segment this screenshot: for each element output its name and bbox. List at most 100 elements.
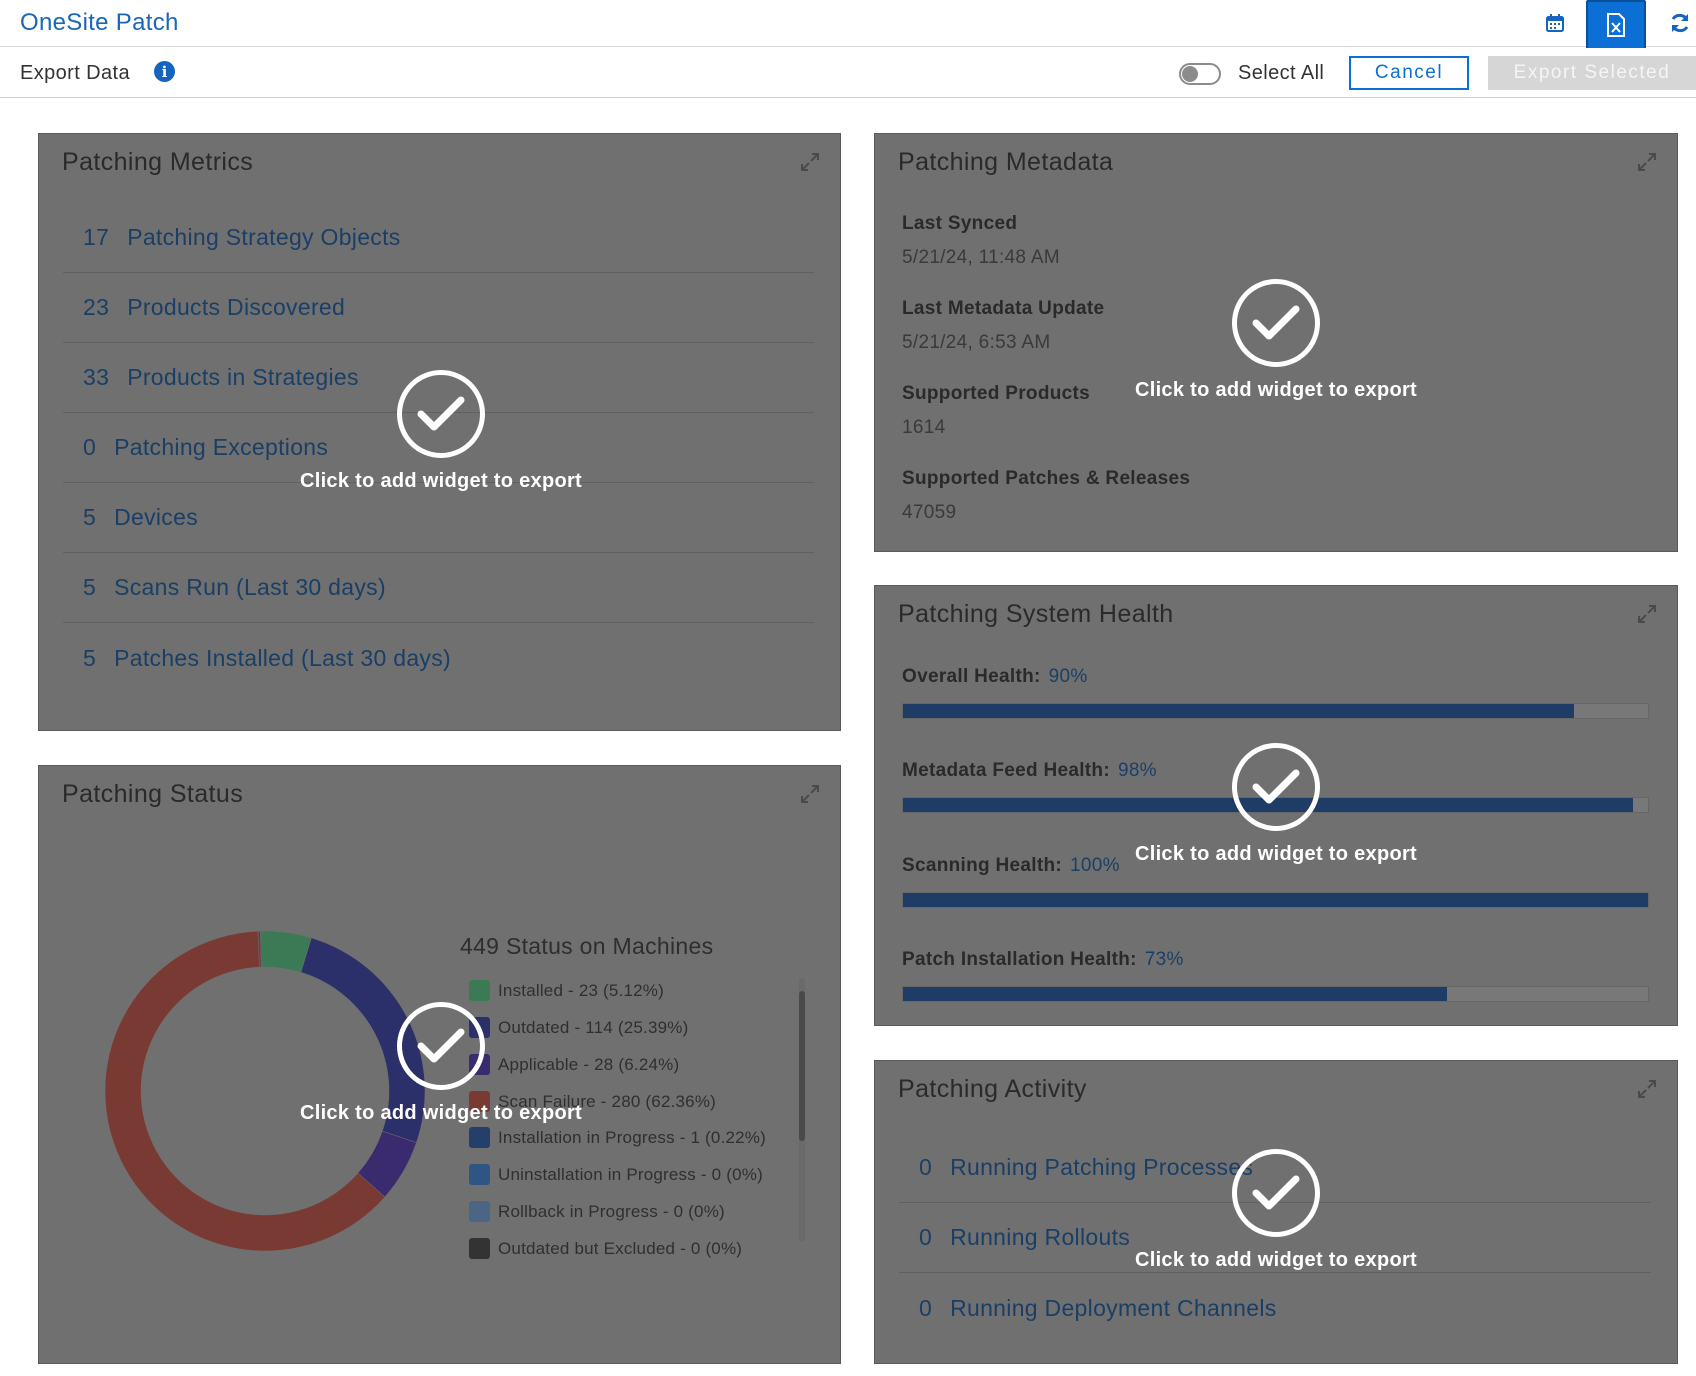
expand-icon[interactable] [1637, 152, 1657, 172]
excel-export-icon[interactable] [1586, 0, 1646, 50]
metadata-value: 5/21/24, 11:48 AM [902, 247, 1060, 268]
legend-item[interactable]: Uninstallation in Progress - 0 (0%) [469, 1164, 763, 1185]
health-label-text: Scanning Health: [902, 855, 1062, 876]
legend-scrollbar[interactable] [799, 979, 805, 1241]
health-label-text: Overall Health: [902, 666, 1041, 687]
metric-count: 5 [83, 574, 97, 600]
legend-label: Rollback in Progress - 0 (0%) [498, 1201, 725, 1221]
legend-item[interactable]: Rollback in Progress - 0 (0%) [469, 1201, 725, 1222]
widget-title: Patching Metrics [62, 148, 254, 176]
patching-activity-widget[interactable]: Patching Activity 0 Running Patching Proc… [874, 1060, 1678, 1364]
expand-icon[interactable] [800, 152, 820, 172]
activity-count: 0 [919, 1224, 933, 1250]
top-bar: OneSite Patch [0, 0, 1696, 50]
metadata-value: 47059 [902, 502, 957, 523]
checkmark-icon [1232, 279, 1320, 367]
activity-count: 0 [919, 1294, 933, 1321]
metric-count: 5 [83, 504, 97, 530]
activity-row[interactable]: 0 Running Deployment Channels [899, 1273, 1651, 1343]
legend-swatch [469, 1164, 490, 1185]
health-percent: 100% [1069, 855, 1120, 876]
widget-title: Patching System Health [898, 600, 1174, 628]
export-data-label: Export Data [20, 62, 131, 84]
health-bar [902, 986, 1649, 1002]
patching-metrics-widget[interactable]: Patching Metrics 17 Patching Strategy Obj… [38, 133, 841, 731]
toggle-knob [1182, 66, 1198, 82]
select-all-toggle[interactable] [1179, 63, 1221, 85]
widget-title: Patching Activity [898, 1075, 1087, 1103]
export-selected-button[interactable]: Export Selected [1488, 56, 1696, 90]
patching-system-health-widget[interactable]: Patching System Health Overall Health: 90… [874, 585, 1678, 1026]
legend-label: Outdated but Excluded - 0 (0%) [498, 1238, 743, 1258]
metric-count: 0 [83, 434, 97, 460]
metric-row[interactable]: 23 Products Discovered [63, 273, 814, 343]
overlay-text: Click to add widget to export [299, 470, 583, 492]
calendar-icon[interactable] [1525, 0, 1585, 46]
metric-row[interactable]: 5 Patches Installed (Last 30 days) [63, 623, 814, 693]
legend-swatch [469, 1201, 490, 1222]
add-widget-overlay[interactable]: Click to add widget to export [261, 370, 621, 493]
expand-icon[interactable] [1637, 604, 1657, 624]
metadata-label: Last Synced [902, 213, 1018, 234]
metric-row[interactable]: 5 Devices [63, 483, 814, 553]
legend-swatch [469, 1238, 490, 1259]
add-widget-overlay[interactable]: Click to add widget to export [261, 1002, 621, 1125]
patching-metadata-widget[interactable]: Patching Metadata Last Synced 5/21/24, 1… [874, 133, 1678, 552]
app-title: OneSite Patch [20, 9, 179, 36]
health-label-text: Metadata Feed Health: [902, 760, 1110, 781]
metric-row[interactable]: 33 Products in Strategies [63, 343, 814, 413]
select-all-label: Select All [1238, 62, 1325, 84]
metric-row[interactable]: 17 Patching Strategy Objects [63, 203, 814, 273]
metric-label: Scans Run (Last 30 days) [114, 574, 386, 600]
metadata-label: Supported Products [902, 383, 1091, 404]
health-bar [902, 892, 1649, 908]
activity-row[interactable]: 0 Running Rollouts [899, 1203, 1651, 1273]
activity-label: Running Deployment Channels [950, 1294, 1277, 1321]
metadata-value: 5/21/24, 6:53 AM [902, 332, 1051, 353]
legend-item[interactable]: Scan Failure - 280 (62.36%) [469, 1091, 716, 1112]
donut-chart [105, 931, 425, 1251]
metric-label: Products in Strategies [127, 364, 359, 390]
health-label: Overall Health: 90% [902, 666, 1088, 688]
legend-item[interactable]: Outdated but Excluded - 0 (0%) [469, 1238, 742, 1259]
scrollbar-thumb[interactable] [799, 991, 805, 1141]
health-bar [902, 703, 1649, 719]
legend-label: Uninstallation in Progress - 0 (0%) [498, 1164, 763, 1184]
health-label: Patch Installation Health: 73% [902, 949, 1184, 971]
legend-item[interactable]: Installation in Progress - 1 (0.22%) [469, 1127, 766, 1148]
donut-slice-scan-failure[interactable] [105, 931, 386, 1251]
health-percent: 90% [1048, 666, 1088, 687]
legend-label: Installed - 23 (5.12%) [498, 980, 664, 1000]
metric-count: 5 [83, 644, 97, 671]
legend-label: Applicable - 28 (6.24%) [498, 1054, 680, 1074]
expand-icon[interactable] [1637, 1079, 1657, 1099]
refresh-icon[interactable] [1650, 0, 1696, 46]
activity-label: Running Rollouts [950, 1224, 1131, 1250]
legend-item[interactable]: Installed - 23 (5.12%) [469, 980, 664, 1001]
patching-status-widget[interactable]: Patching Status 449 Status on Machines I… [38, 765, 841, 1364]
cancel-button[interactable]: Cancel [1349, 56, 1469, 90]
legend-swatch [469, 980, 490, 1001]
expand-icon[interactable] [800, 784, 820, 804]
metric-row[interactable]: 5 Scans Run (Last 30 days) [63, 553, 814, 623]
overlay-text: Click to add widget to export [1134, 843, 1418, 865]
metadata-label: Last Metadata Update [902, 298, 1105, 319]
legend-label: Installation in Progress - 1 (0.22%) [498, 1127, 766, 1147]
metric-label: Patches Installed (Last 30 days) [114, 644, 451, 671]
metadata-value: 1614 [902, 417, 946, 438]
add-widget-overlay[interactable]: Click to add widget to export [1096, 743, 1456, 866]
metric-count: 23 [83, 294, 110, 320]
info-icon[interactable]: i [154, 61, 175, 82]
metric-row[interactable]: 0 Patching Exceptions [63, 413, 814, 483]
add-widget-overlay[interactable]: Click to add widget to export [1096, 279, 1456, 402]
health-bar-fill [903, 893, 1648, 907]
metric-count: 17 [83, 224, 110, 250]
add-widget-overlay[interactable]: Click to add widget to export [1096, 1149, 1456, 1272]
checkmark-icon [397, 1002, 485, 1090]
donut-slice-installation-in-progress[interactable] [257, 931, 262, 968]
legend-label: Outdated - 114 (25.39%) [498, 1017, 689, 1037]
metric-count: 33 [83, 364, 110, 390]
health-bar-fill [903, 987, 1447, 1001]
overlay-text: Click to add widget to export [1134, 1249, 1418, 1271]
health-percent: 98% [1117, 760, 1157, 781]
